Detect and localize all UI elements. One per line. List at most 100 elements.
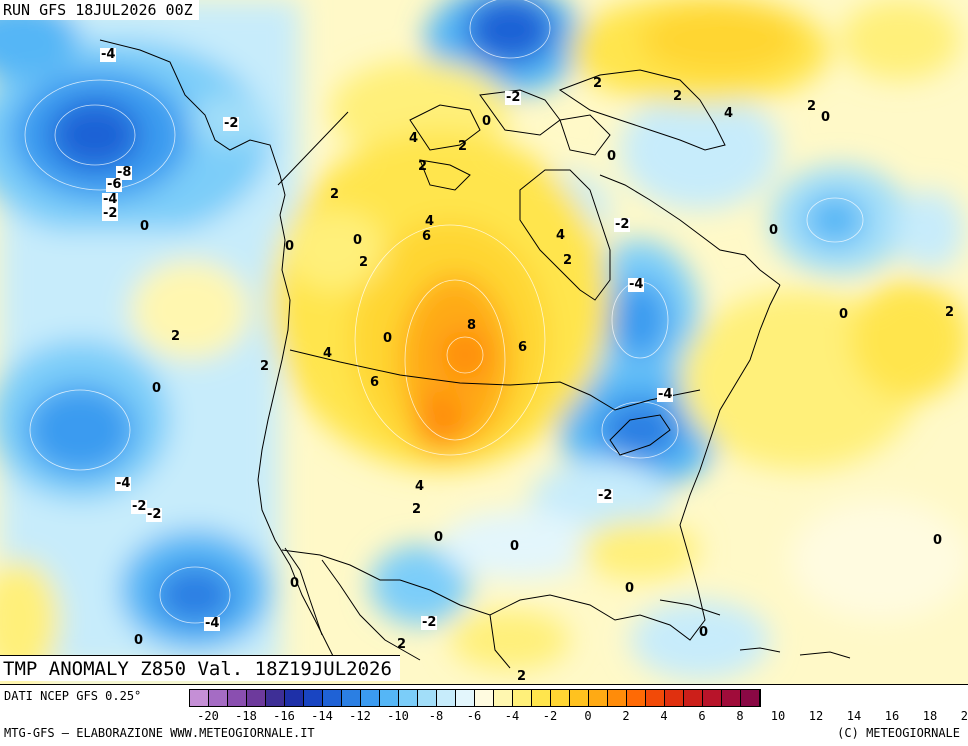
contour-label: -8 (116, 165, 133, 180)
contour-label: -4 (102, 192, 119, 207)
contour-label: -4 (204, 616, 221, 631)
legend-tick-label: -20 (197, 709, 219, 723)
legend-tick-label: -6 (466, 709, 482, 723)
legend-swatch (304, 690, 323, 706)
legend-swatch (684, 690, 703, 706)
legend-swatch (456, 690, 475, 706)
contour-label: 2 (807, 99, 817, 114)
legend-tick-label: 0 (584, 709, 592, 723)
contour-label: 2 (673, 89, 683, 104)
contour-label: 0 (699, 625, 709, 640)
contour-label: 4 (556, 228, 566, 243)
contour-label: -2 (421, 615, 438, 630)
contour-label: -4 (115, 476, 132, 491)
legend-swatch (228, 690, 247, 706)
legend-swatch (285, 690, 304, 706)
contour-label: -4 (657, 387, 674, 402)
legend-swatch (513, 690, 532, 706)
legend-tick-label: 14 (846, 709, 862, 723)
credit-right: (C) METEOGIORNALE (837, 726, 960, 740)
contour-label: 0 (140, 219, 150, 234)
contour-label: 2 (458, 139, 468, 154)
legend-swatch (399, 690, 418, 706)
legend-swatch (494, 690, 513, 706)
contour-label: 2 (593, 76, 603, 91)
legend-swatch (190, 690, 209, 706)
contour-label: 4 (425, 214, 435, 229)
contour-lines (24, 0, 864, 624)
contour-label: -2 (102, 206, 119, 221)
contour-label: 0 (482, 114, 492, 129)
legend-tick-label: -14 (311, 709, 333, 723)
legend-tick-label: -2 (542, 709, 558, 723)
run-title: RUN GFS 18JUL2026 00Z (0, 0, 199, 20)
legend-tick-label: -18 (235, 709, 257, 723)
coastlines (99, 39, 851, 681)
contour-label: 0 (510, 539, 520, 554)
contour-label: 0 (285, 239, 295, 254)
credit-left: MTG-GFS — ELABORAZIONE WWW.METEOGIORNALE… (4, 726, 315, 740)
legend-tick-label: -4 (504, 709, 520, 723)
legend-swatch (380, 690, 399, 706)
contour-label: 2 (412, 502, 422, 517)
legend-swatch (665, 690, 684, 706)
contour-label: 0 (353, 233, 363, 248)
legend-swatch (570, 690, 589, 706)
contour-label: 0 (134, 633, 144, 648)
contour-label: 2 (260, 359, 270, 374)
contour-label: -6 (106, 177, 123, 192)
legend-tick-label: 20 (960, 709, 968, 723)
contour-label: 4 (724, 106, 734, 121)
contour-label: 0 (383, 331, 393, 346)
contour-label: 6 (422, 229, 432, 244)
contour-label: 6 (370, 375, 380, 390)
legend-tick-label: 12 (808, 709, 824, 723)
contour-label: 2 (563, 253, 573, 268)
contour-label: 0 (290, 576, 300, 591)
contour-label: 0 (769, 223, 779, 238)
legend-tick-label: -10 (387, 709, 409, 723)
legend-tick-label: 2 (622, 709, 630, 723)
legend-tick-label: -12 (349, 709, 371, 723)
legend-ticks: -20 -18 -16 -14 -12 -10 -8 -6 -4 -2 0 2 4 6 8 10 12 14 16 1… (189, 709, 968, 723)
contour-label: 2 (330, 187, 340, 202)
legend-tick-label: 10 (770, 709, 786, 723)
contour-label: 2 (945, 305, 955, 320)
legend-swatch (209, 690, 228, 706)
contour-label: 2 (171, 329, 181, 344)
legend-tick-label: -16 (273, 709, 295, 723)
legend-swatch (627, 690, 646, 706)
contour-label: -2 (597, 488, 614, 503)
contour-label: 0 (933, 533, 943, 548)
legend-swatch (342, 690, 361, 706)
contour-label: 6 (518, 340, 528, 355)
contour-label: -2 (505, 90, 522, 105)
contour-label: 8 (467, 318, 477, 333)
legend-swatch (741, 690, 760, 706)
legend-swatch (589, 690, 608, 706)
map-title: TMP ANOMALY Z850 Val. 18Z19JUL2026 (0, 655, 400, 681)
contour-label: 0 (625, 581, 635, 596)
contour-label: 2 (418, 159, 428, 174)
contour-label: 4 (323, 346, 333, 361)
legend-swatch (722, 690, 741, 706)
data-source: DATI NCEP GFS 0.25° (4, 689, 142, 703)
legend-swatch (418, 690, 437, 706)
contour-label: 4 (415, 479, 425, 494)
contour-label: 0 (821, 110, 831, 125)
legend-swatch (266, 690, 285, 706)
legend-tick-label: 6 (698, 709, 706, 723)
contour-label: 0 (434, 530, 444, 545)
legend-swatch (608, 690, 627, 706)
contour-label: 2 (359, 255, 369, 270)
contour-label: -2 (614, 217, 631, 232)
contour-label: -2 (131, 499, 148, 514)
legend-swatch (703, 690, 722, 706)
contour-label: 2 (517, 669, 527, 684)
legend-swatch (247, 690, 266, 706)
anomaly-map (0, 0, 968, 684)
contour-label: 0 (607, 149, 617, 164)
legend-tick-label: 8 (736, 709, 744, 723)
legend-swatch (437, 690, 456, 706)
legend-swatch (646, 690, 665, 706)
